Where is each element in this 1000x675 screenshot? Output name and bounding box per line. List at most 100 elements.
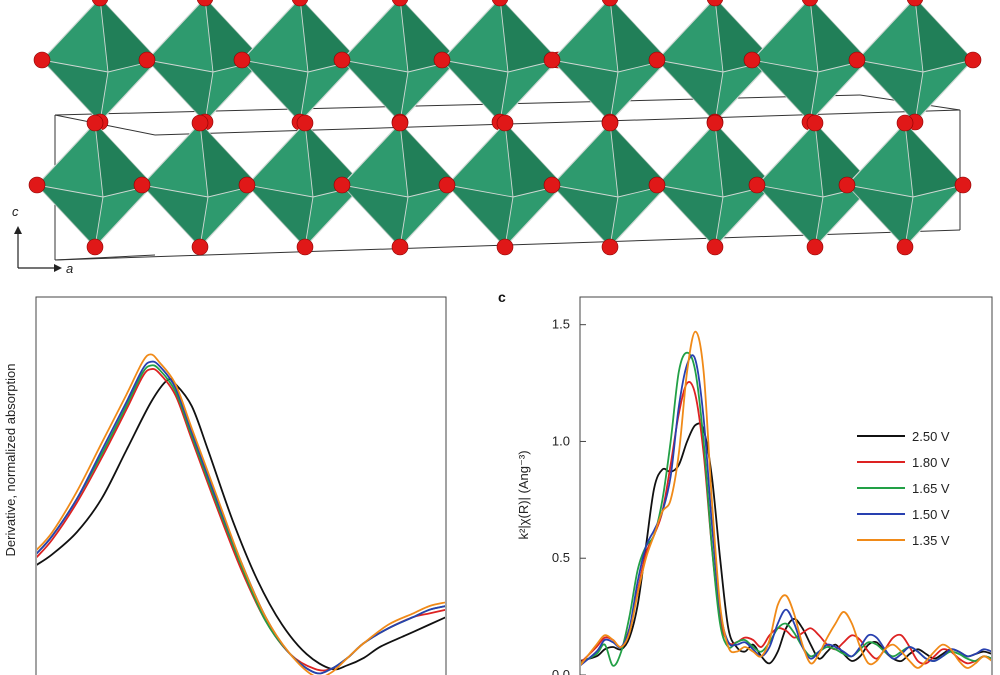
bond [299,0,309,73]
oxygen-atom [964,51,982,69]
bond [341,59,409,73]
oxygen-atom [191,114,209,132]
bond [36,184,104,198]
oxygen-atom [706,114,724,132]
bond [656,184,724,198]
bond [609,71,619,123]
y-tick-label: 0.0 [552,667,570,675]
y-tick-label: 0.5 [552,550,570,565]
panel-c-frame [579,296,993,675]
panel-c-ylabel: k²|χ(R)| (Ang⁻³) [516,450,531,539]
series-line-1-50-v [581,354,991,666]
series-line-1-80-v [581,381,991,665]
series-line-2-50-v [37,378,445,671]
oxygen-atom [801,0,819,7]
panel-c-ticks: 0.0 0.5 1.0 1.5 [552,317,586,675]
oxygen-atom [438,176,456,194]
legend-label: 1.65 V [912,481,950,496]
bond [446,184,514,198]
octahedron-facet [500,0,558,72]
legend-label: 1.80 V [912,455,950,470]
bond [656,59,724,73]
bond [914,71,924,123]
oxygen-atom [496,114,514,132]
oxygen-atom [491,0,509,7]
oxygen-atom [806,238,824,256]
panel-c-legend: 2.50 V 1.80 V 1.65 V 1.50 V 1.35 V [857,429,950,548]
octahedron-facet [447,185,513,247]
series-line-1-35-v [581,330,991,669]
oxygen-atom [333,176,351,194]
oxygen-atom [706,0,724,7]
panel-c-plot [581,330,991,669]
bond [299,71,309,123]
bond [146,59,214,73]
octahedron-facet [42,60,108,122]
bond [809,0,819,73]
octahedron-facet [242,60,308,122]
oxygen-atom [138,51,156,69]
series-line-1-35-v [37,353,445,675]
bond [714,0,724,73]
y-tick-label: 1.5 [552,317,570,332]
bond [199,196,209,248]
bond [904,122,914,198]
bond [94,196,104,248]
bond [912,184,964,198]
bond [551,184,619,198]
oxygen-atom [806,114,824,132]
bond [714,122,724,198]
octahedron-facet [142,185,208,247]
octahedron-facet [552,60,618,122]
panel-c: c k²|χ(R)| (Ang⁻³) 0.0 0.5 1.0 1.5 2.50 V 1.… [498,289,993,675]
oxygen-atom [838,176,856,194]
bond [499,0,509,73]
oxygen-atom [86,238,104,256]
oxygen-atom [543,51,561,69]
oxygen-atom [28,176,46,194]
bond [241,59,309,73]
series-line-2-50-v [581,422,991,665]
bond [499,71,509,123]
octahedron-facet [757,185,823,247]
bond [399,0,409,73]
bond [751,59,819,73]
octahedron-facet [847,185,913,247]
bond [99,0,109,73]
oxygen-atom [391,114,409,132]
octahedron-facet [657,185,723,247]
oxygen-atom [896,238,914,256]
bond [399,122,409,198]
octahedron-facet [247,185,313,247]
bond [856,59,924,73]
legend-label: 1.50 V [912,507,950,522]
bond [714,71,724,123]
series-line-1-80-v [37,368,445,672]
bond [504,196,514,248]
oxygen-atom [906,0,924,7]
oxygen-atom [296,238,314,256]
bond [199,122,209,198]
oxygen-atom [748,176,766,194]
bond [304,122,314,198]
oxygen-atom [91,0,109,7]
bond [846,184,914,198]
y-tick-label: 1.0 [552,433,570,448]
bond [341,184,409,198]
octahedron-facet [37,185,103,247]
oxygen-atom [601,0,619,7]
bond [504,122,514,198]
panel-b-frame [35,296,447,675]
bond [204,0,214,73]
unit-cell-edge [154,109,961,136]
bond [609,122,619,198]
oxygen-atom [743,51,761,69]
bond [609,0,619,73]
octahedron-facet [147,60,213,122]
crystal-structure-panel [28,0,982,261]
panel-b: Derivative, normalized absorption [3,296,447,675]
axis-indicator: c a [12,204,73,276]
bond [609,196,619,248]
oxygen-atom [706,238,724,256]
